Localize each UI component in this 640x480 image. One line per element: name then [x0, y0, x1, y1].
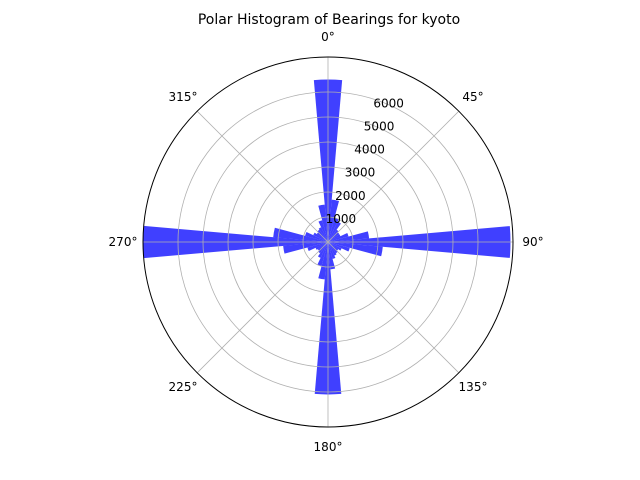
bar-340: [318, 220, 328, 242]
radial-tick-label: 3000: [345, 166, 376, 180]
bar-20: [328, 217, 339, 242]
radial-tick-label: 4000: [354, 143, 385, 157]
angle-tick-label: 90°: [522, 235, 543, 249]
bar-210: [317, 242, 328, 258]
bar-120: [328, 242, 342, 251]
radial-tick-label: 2000: [335, 189, 366, 203]
angle-tick-labels: 0° 45° 90° 135° 180° 225° 270° 315°: [109, 30, 544, 454]
bar-240: [315, 242, 328, 250]
bar-30: [328, 221, 341, 242]
bar-280: [273, 227, 328, 242]
grid-spoke-225: [196, 241, 329, 374]
bar-350: [318, 204, 328, 242]
angle-tick-label: 180°: [314, 440, 343, 454]
bar-190: [318, 242, 328, 280]
angle-tick-label: 315°: [169, 90, 198, 104]
bar-260: [283, 242, 328, 254]
bar-10: [328, 199, 339, 242]
bar-160: [328, 242, 336, 259]
polar-frame: [142, 56, 514, 428]
bar-200: [317, 242, 328, 267]
bar-100: [328, 242, 383, 257]
angle-tick-label: 0°: [321, 30, 335, 44]
angle-tick-label: 225°: [169, 380, 198, 394]
grid-spoke-315: [196, 110, 329, 243]
angle-tick-label: 135°: [459, 380, 488, 394]
bar-300: [313, 232, 328, 242]
radial-tick-label: 6000: [373, 96, 404, 110]
radial-tick-label: 1000: [326, 212, 357, 226]
bar-70: [328, 233, 349, 242]
bars-layer: [142, 79, 511, 395]
grid-spoke-45: [327, 110, 460, 243]
bar-110: [328, 242, 350, 252]
bar-290: [305, 231, 328, 242]
bar-60: [328, 234, 341, 242]
angle-tick-label: 45°: [462, 90, 483, 104]
radial-tick-labels: 1000 2000 3000 4000 5000 6000: [326, 96, 404, 226]
grid-spoke-135: [327, 241, 460, 374]
bar-150: [328, 242, 337, 256]
radial-tick-label: 5000: [364, 120, 395, 134]
grid-layer: [143, 57, 513, 427]
bar-170: [328, 242, 336, 270]
angle-tick-label: 270°: [109, 235, 138, 249]
bar-250: [307, 242, 328, 251]
bar-330: [318, 227, 328, 242]
chart-title: Polar Histogram of Bearings for kyoto: [198, 12, 460, 28]
bar-80: [328, 231, 370, 242]
